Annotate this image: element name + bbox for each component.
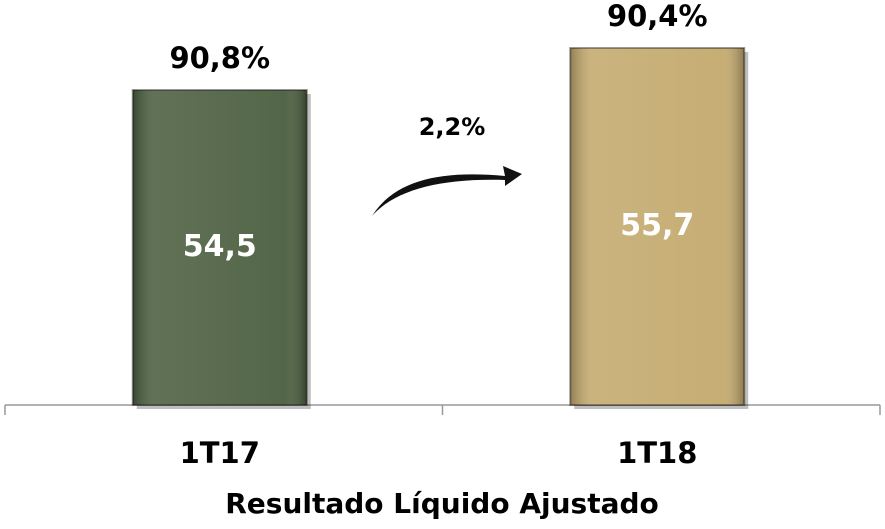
x-tick-label: 1T17 [180, 436, 260, 470]
growth-arrow [372, 166, 522, 216]
x-tick-label: 1T18 [617, 436, 697, 470]
bar-bevel [132, 90, 307, 405]
bar-bevel [570, 48, 745, 405]
value-label: 55,7 [620, 208, 694, 243]
bar-annotation: 90,4% [607, 0, 708, 33]
growth-label: 2,2% [419, 113, 486, 141]
bar-annotation: 90,8% [169, 41, 270, 75]
x-axis-label: Resultado Líquido Ajustado [225, 487, 659, 520]
value-label: 54,5 [183, 229, 257, 264]
